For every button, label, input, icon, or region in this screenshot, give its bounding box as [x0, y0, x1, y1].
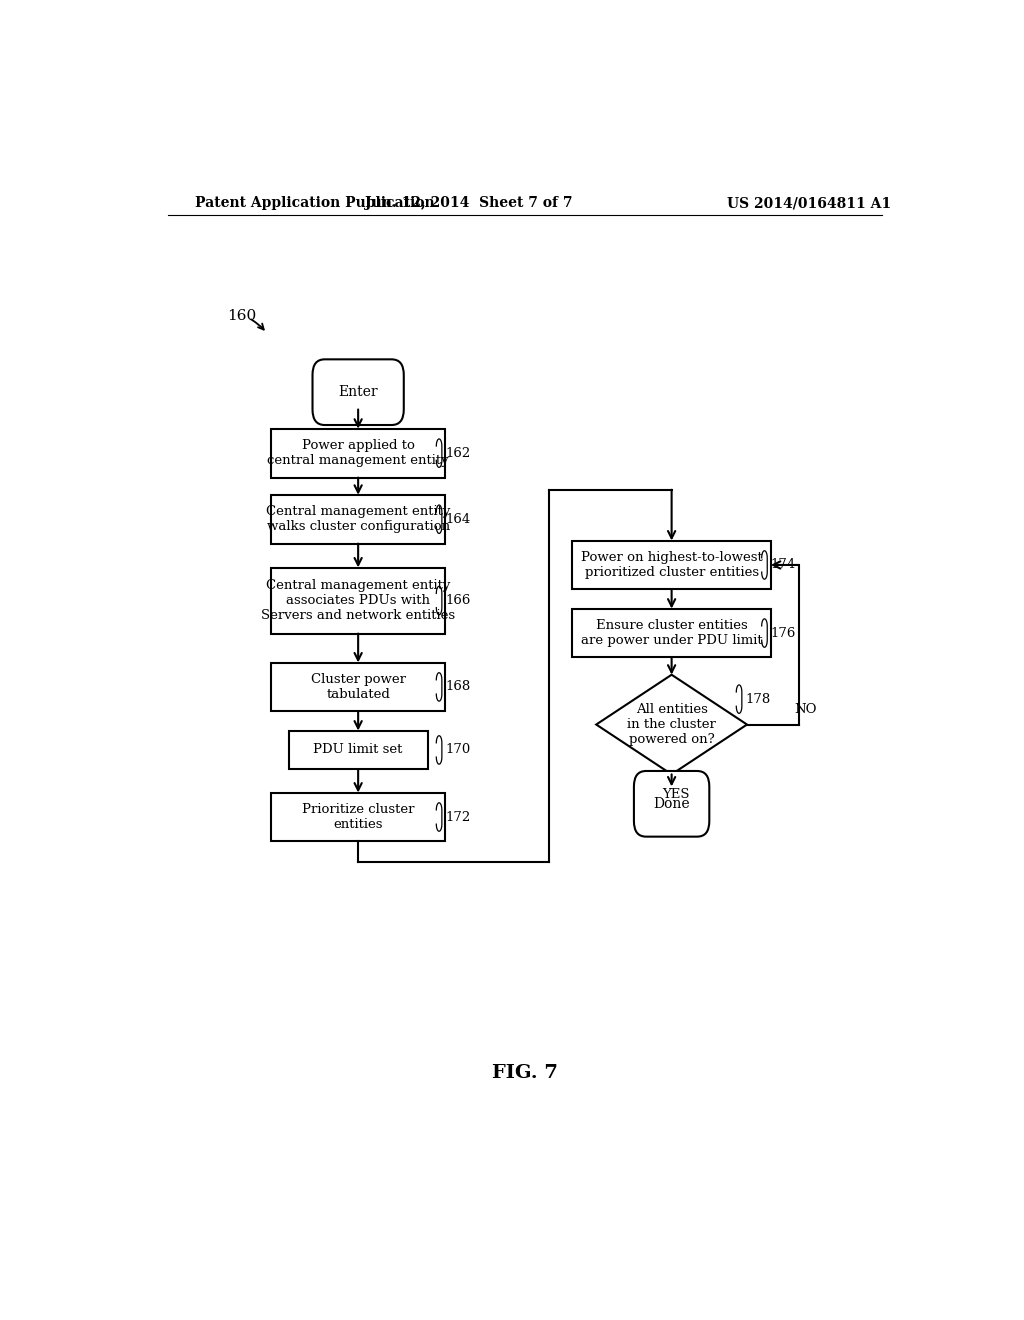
Text: Done: Done [653, 797, 690, 810]
Text: 170: 170 [445, 743, 471, 756]
Text: Enter: Enter [338, 385, 378, 399]
Text: FIG. 7: FIG. 7 [492, 1064, 558, 1082]
FancyBboxPatch shape [312, 359, 403, 425]
FancyBboxPatch shape [634, 771, 710, 837]
FancyBboxPatch shape [270, 792, 445, 841]
Text: Patent Application Publication: Patent Application Publication [196, 197, 435, 210]
Text: 174: 174 [771, 558, 796, 572]
Text: YES: YES [662, 788, 689, 800]
Text: 160: 160 [227, 309, 256, 323]
Text: Central management entity
walks cluster configuration: Central management entity walks cluster … [266, 506, 451, 533]
Text: NO: NO [795, 702, 817, 715]
Text: All entities
in the cluster
powered on?: All entities in the cluster powered on? [627, 704, 716, 746]
Text: Power on highest-to-lowest
prioritized cluster entities: Power on highest-to-lowest prioritized c… [581, 550, 763, 579]
Text: Jun. 12, 2014  Sheet 7 of 7: Jun. 12, 2014 Sheet 7 of 7 [366, 197, 573, 210]
FancyBboxPatch shape [572, 609, 771, 657]
Text: 164: 164 [445, 512, 471, 525]
Text: 172: 172 [445, 810, 471, 824]
Text: Ensure cluster entities
are power under PDU limit: Ensure cluster entities are power under … [581, 619, 763, 647]
FancyBboxPatch shape [270, 429, 445, 478]
Text: 162: 162 [445, 446, 471, 459]
FancyBboxPatch shape [270, 568, 445, 634]
Text: Power applied to
central management entity: Power applied to central management enti… [267, 440, 449, 467]
FancyBboxPatch shape [270, 663, 445, 711]
Text: Cluster power
tabulated: Cluster power tabulated [310, 673, 406, 701]
Text: 176: 176 [771, 627, 797, 640]
Text: 168: 168 [445, 680, 471, 693]
FancyBboxPatch shape [270, 495, 445, 544]
Text: Central management entity
associates PDUs with
Servers and network entities: Central management entity associates PDU… [261, 579, 456, 622]
Text: 166: 166 [445, 594, 471, 607]
Text: US 2014/0164811 A1: US 2014/0164811 A1 [727, 197, 891, 210]
Text: PDU limit set: PDU limit set [313, 743, 402, 756]
FancyBboxPatch shape [572, 541, 771, 589]
Text: Prioritize cluster
entities: Prioritize cluster entities [302, 803, 415, 832]
Polygon shape [596, 675, 748, 775]
Text: 178: 178 [745, 693, 771, 706]
FancyBboxPatch shape [289, 731, 428, 770]
